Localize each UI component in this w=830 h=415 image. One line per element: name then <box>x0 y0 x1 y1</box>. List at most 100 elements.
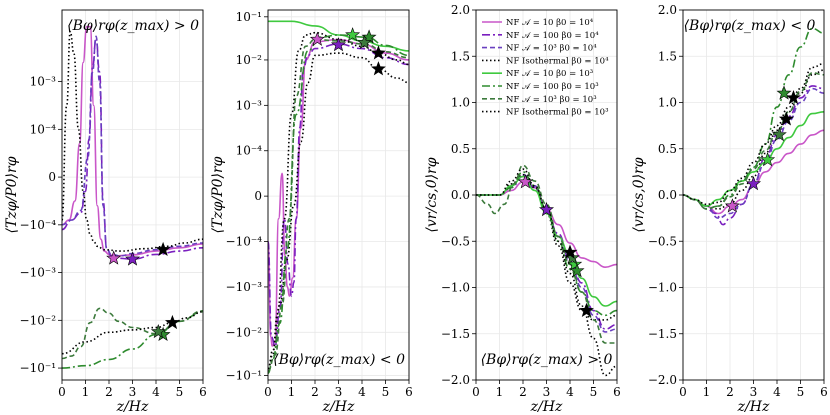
x-tick-label: 4 <box>566 385 574 399</box>
legend-label: NF 𝒜 = 10³ β0 = 10⁴ <box>506 44 597 54</box>
series-line <box>268 34 409 374</box>
panel-b: 0 1 2 3 4 5 6 10⁻¹ 10⁻² 10⁻³ 10⁻⁴ 0 −10⁻⁴ −10⁻³ −10⁻² −… <box>210 9 413 415</box>
star-marker <box>562 244 578 259</box>
y-tick-label: 10⁻¹ <box>236 10 262 24</box>
y-tick-label: 0.5 <box>451 142 470 156</box>
y-tick-label: −10⁻² <box>20 313 57 327</box>
x-axis-label: z/Hz <box>737 399 770 415</box>
star-marker <box>309 31 325 46</box>
x-tick-label: 3 <box>335 385 343 399</box>
y-tick-label: −1.0 <box>648 281 677 295</box>
y-tick-label: −0.5 <box>648 234 677 248</box>
star-marker <box>538 201 555 217</box>
y-axis-label: ⟨Tzφ/P0⟩rφ <box>4 156 20 233</box>
x-tick-label: 0 <box>472 385 480 399</box>
y-tick-label: 0 <box>48 170 56 184</box>
y-axis-label: ⟨Tzφ/P0⟩rφ <box>210 156 226 233</box>
star-marker <box>771 127 787 142</box>
x-tick-label: 5 <box>590 385 598 399</box>
x-tick-label: 5 <box>797 385 805 399</box>
y-tick-label: 1.5 <box>658 49 677 63</box>
x-tick-label: 0 <box>58 385 66 399</box>
star-marker <box>578 302 594 317</box>
x-tick-label: 2 <box>726 385 734 399</box>
y-tick-label: −10⁻² <box>226 325 263 339</box>
panel-c: 0 1 2 3 4 5 6 2.0 1.5 1.0 0.5 0.0 −0.5 −1.0 −1.5 −2.0 z/… <box>424 3 621 415</box>
series-line <box>683 111 824 207</box>
x-tick-label: 3 <box>750 385 758 399</box>
star-marker <box>776 85 792 100</box>
x-tick-label: 4 <box>152 385 160 399</box>
y-tick-label: 10⁻³ <box>236 98 263 112</box>
x-tick-label: 0 <box>264 385 272 399</box>
star-marker <box>569 262 585 278</box>
y-tick-label: 1.0 <box>658 96 677 110</box>
legend-label: NF 𝒜 = 100 β0 = 10³ <box>506 82 599 92</box>
y-tick-label: 0.0 <box>658 188 677 202</box>
panel-annotation: ⟨Bφ⟩rφ(z_max) < 0 <box>684 18 816 34</box>
y-tick-label: −10⁻⁴ <box>226 235 263 249</box>
x-tick-label: 6 <box>405 385 413 399</box>
star-marker <box>106 250 122 265</box>
x-tick-label: 6 <box>613 385 621 399</box>
y-tick-label: 2.0 <box>658 3 677 17</box>
series-group <box>476 164 617 377</box>
x-axis-label: z/Hz <box>116 399 149 415</box>
star-marker <box>760 152 776 167</box>
x-tick-label: 5 <box>176 385 184 399</box>
star-marker <box>164 314 180 330</box>
x-tick-label: 1 <box>496 385 504 399</box>
star-marker <box>155 241 171 257</box>
series-line <box>476 175 617 307</box>
x-tick-label: 1 <box>82 385 90 399</box>
panel-annotation: ⟨Bφ⟩rφ(z_max) > 0 <box>481 352 613 368</box>
y-tick-label: −0.5 <box>441 234 470 248</box>
y-tick-label: 0.0 <box>451 188 470 202</box>
star-marker <box>150 323 166 339</box>
x-tick-label: 2 <box>105 385 113 399</box>
y-axis-label: ⟨vr/cs,0⟩rφ <box>424 157 440 232</box>
y-tick-label: 10⁻³ <box>30 75 57 89</box>
legend-label: NF 𝒜 = 10³ β0 = 10³ <box>506 95 597 105</box>
y-tick-label: −1.0 <box>441 281 470 295</box>
panel-annotation: ⟨Bφ⟩rφ(z_max) > 0 <box>67 18 199 34</box>
legend-label: NF Isothermal β0 = 10³ <box>506 108 608 118</box>
y-tick-label: −10⁻³ <box>226 280 263 294</box>
y-axis-label: ⟨vr/cs,0⟩rφ <box>631 157 647 232</box>
x-tick-label: 2 <box>519 385 527 399</box>
x-axis-label: z/Hz <box>530 399 563 415</box>
x-tick-label: 6 <box>199 385 207 399</box>
star-marker <box>370 45 386 60</box>
y-tick-label: −2.0 <box>441 373 470 387</box>
star-marker <box>778 111 794 126</box>
y-tick-label: 1.0 <box>451 96 470 110</box>
star-marker <box>745 176 762 191</box>
x-tick-label: 5 <box>382 385 390 399</box>
y-tick-label: −2.0 <box>648 373 677 387</box>
x-tick-label: 3 <box>543 385 551 399</box>
x-tick-label: 3 <box>129 385 137 399</box>
y-tick-label: 2.0 <box>451 3 470 17</box>
y-tick-label: −1.5 <box>648 327 677 341</box>
series-line <box>683 72 824 210</box>
panel-annotation: ⟨Bφ⟩rφ(z_max) < 0 <box>273 352 405 368</box>
series-line <box>268 20 409 52</box>
x-tick-label: 2 <box>311 385 319 399</box>
star-marker <box>370 61 386 76</box>
legend-label: NF 𝒜 = 10 β0 = 10⁴ <box>506 18 594 28</box>
y-tick-label: 10⁻⁴ <box>236 144 263 158</box>
star-marker <box>785 90 801 105</box>
legend-label: NF Isothermal β0 = 10⁴ <box>506 56 609 66</box>
series-line <box>62 25 203 257</box>
panel-a: 0 1 2 3 4 5 6 10⁻³ 10⁻⁴ 0 −10⁻⁴ −10⁻³ −10⁻² −10⁻¹ z/Hz… <box>4 9 207 415</box>
x-tick-label: 4 <box>773 385 781 399</box>
y-tick-label: −10⁻¹ <box>20 361 56 375</box>
x-tick-label: 6 <box>820 385 828 399</box>
series-line <box>62 310 203 355</box>
y-tick-label: −10⁻⁴ <box>20 218 57 232</box>
y-tick-label: 1.5 <box>451 49 470 63</box>
series-line <box>62 310 203 369</box>
star-marker <box>330 37 347 52</box>
panel-d: 0 1 2 3 4 5 6 2.0 1.5 1.0 0.5 0.0 −0.5 −1.0 −1.5 −2.0 z/… <box>631 3 828 415</box>
y-tick-label: −1.5 <box>441 327 470 341</box>
